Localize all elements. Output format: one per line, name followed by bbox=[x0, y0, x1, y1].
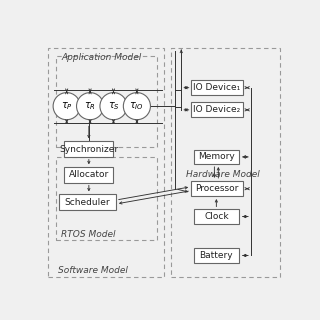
Text: Allocator: Allocator bbox=[69, 171, 109, 180]
Bar bbox=[172, 48, 280, 277]
Bar bbox=[56, 157, 156, 240]
Bar bbox=[64, 167, 114, 182]
Text: Clock: Clock bbox=[204, 212, 229, 221]
Circle shape bbox=[123, 92, 150, 120]
Circle shape bbox=[53, 92, 80, 120]
Text: Synchronizer: Synchronizer bbox=[59, 145, 118, 154]
Text: RTOS Model: RTOS Model bbox=[60, 230, 115, 239]
Bar bbox=[191, 181, 243, 196]
Bar bbox=[48, 48, 164, 277]
Text: Processor: Processor bbox=[195, 184, 239, 193]
Bar bbox=[191, 102, 243, 117]
Bar bbox=[194, 209, 239, 224]
Bar bbox=[64, 141, 114, 157]
Circle shape bbox=[100, 92, 127, 120]
Bar bbox=[191, 80, 243, 95]
Bar bbox=[194, 248, 239, 263]
Text: Battery: Battery bbox=[200, 251, 233, 260]
Circle shape bbox=[76, 92, 104, 120]
Text: Hardware Model: Hardware Model bbox=[186, 170, 260, 179]
Text: Software Model: Software Model bbox=[58, 267, 128, 276]
Text: $\tau_{IO}$: $\tau_{IO}$ bbox=[129, 100, 144, 112]
Text: $\tau_R$: $\tau_R$ bbox=[84, 100, 96, 112]
Bar bbox=[59, 194, 116, 210]
Text: $\tau_S$: $\tau_S$ bbox=[108, 100, 119, 112]
Text: IO Device₁: IO Device₁ bbox=[193, 83, 241, 92]
Text: $\tau_P$: $\tau_P$ bbox=[61, 100, 73, 112]
Bar bbox=[194, 150, 239, 164]
Text: Memory: Memory bbox=[198, 152, 235, 161]
Text: Scheduler: Scheduler bbox=[65, 197, 110, 206]
Text: IO Device₂: IO Device₂ bbox=[193, 105, 241, 114]
Bar bbox=[56, 56, 156, 147]
Text: Application Model: Application Model bbox=[62, 53, 142, 62]
